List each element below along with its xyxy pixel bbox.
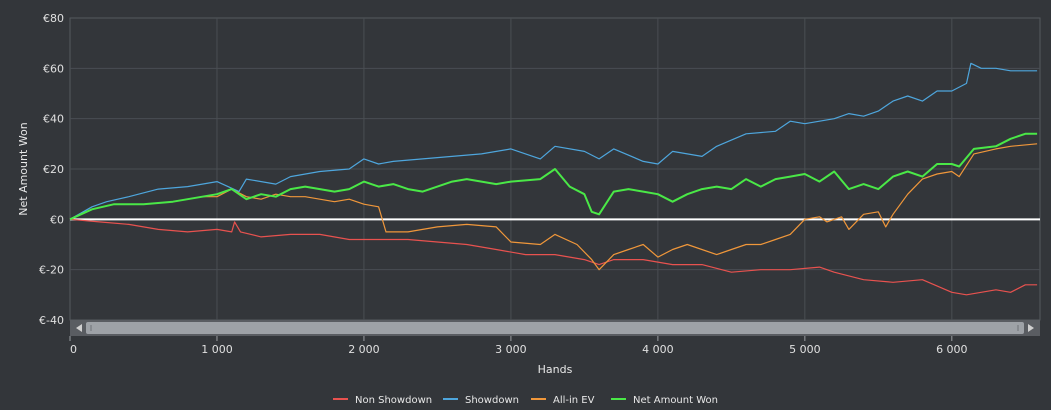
- x-tick-label: 5 000: [789, 343, 821, 356]
- series-line-net-amount-won: [69, 132, 1038, 221]
- series-line-non-showdown: [69, 218, 1038, 296]
- scroll-right-arrow-icon[interactable]: [1028, 324, 1034, 332]
- y-tick-label: €-40: [39, 314, 64, 327]
- legend-item[interactable]: All-in EV: [531, 395, 595, 406]
- scrollbar-thumb[interactable]: [86, 322, 1024, 334]
- y-tick-label: €20: [43, 163, 64, 176]
- legend-label: Showdown: [465, 395, 519, 406]
- x-tick-label: 4 000: [642, 343, 674, 356]
- y-axis-title: Net Amount Won: [17, 122, 30, 215]
- y-axis-ticks: €80 €60 €40 €20 €0 €-20 €-40: [39, 12, 64, 327]
- x-tick-label: 0: [70, 343, 77, 356]
- x-tick-label: 2 000: [348, 343, 380, 356]
- legend: Non Showdown Showdown All-in EV Net Amount …: [333, 395, 718, 406]
- x-axis-ticks: 0 1 000 2 000 3 000 4 000 5 000 6 000: [69, 336, 968, 356]
- x-tick-label: 6 000: [936, 343, 968, 356]
- legend-label: Non Showdown: [355, 395, 432, 406]
- scroll-left-arrow-icon[interactable]: [76, 324, 82, 332]
- legend-item[interactable]: Showdown: [443, 395, 519, 406]
- x-tick-label: 1 000: [201, 343, 233, 356]
- y-tick-label: €80: [43, 12, 64, 25]
- legend-item[interactable]: Non Showdown: [333, 395, 432, 406]
- y-tick-label: €-20: [39, 264, 64, 277]
- horizontal-scrollbar[interactable]: [70, 320, 1040, 336]
- series-line-showdown: [69, 62, 1038, 220]
- series-lines: [69, 62, 1038, 296]
- x-axis-title: Hands: [538, 363, 573, 376]
- y-tick-label: €40: [43, 113, 64, 126]
- x-tick-label: 3 000: [495, 343, 527, 356]
- legend-item[interactable]: Net Amount Won: [611, 395, 718, 406]
- series-line-all-in-ev: [69, 143, 1038, 271]
- y-tick-label: €60: [43, 62, 64, 75]
- legend-label: Net Amount Won: [633, 395, 718, 406]
- legend-label: All-in EV: [553, 395, 595, 406]
- y-tick-label: €0: [50, 213, 64, 226]
